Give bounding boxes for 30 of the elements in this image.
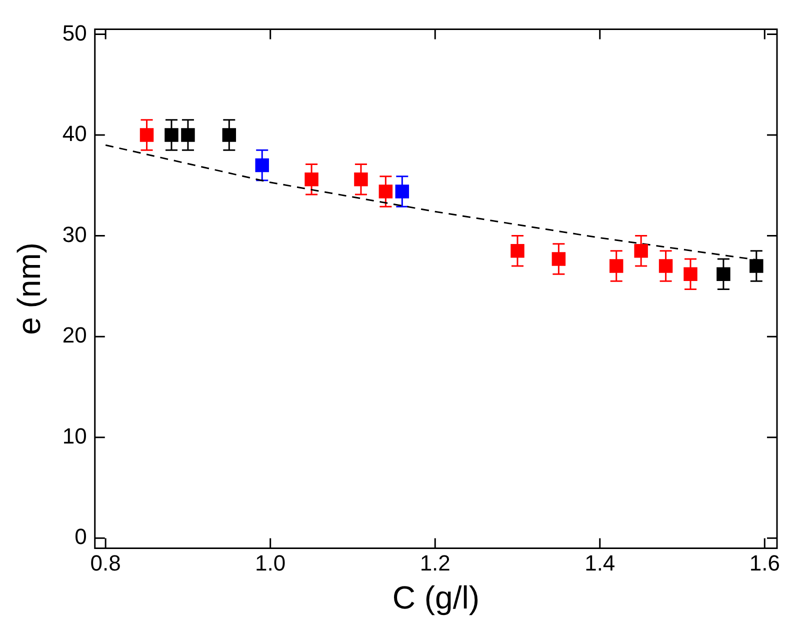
point — [750, 259, 764, 273]
y-tick-label: 40 — [62, 121, 87, 146]
point — [510, 244, 524, 258]
x-tick-label: 1.4 — [584, 550, 616, 576]
y-tick-label: 0 — [74, 524, 87, 550]
x-axis-title: C (g/l) — [392, 580, 480, 616]
y-axis-title: e (nm) — [11, 242, 48, 335]
y-tick-label: 50 — [62, 20, 87, 46]
point — [304, 172, 318, 186]
point — [552, 252, 566, 266]
point — [716, 267, 730, 281]
point — [378, 184, 393, 198]
y-tick-label: 30 — [62, 222, 87, 247]
point — [164, 128, 178, 142]
point — [181, 128, 195, 142]
point — [395, 184, 410, 198]
point — [658, 259, 673, 273]
x-tick-label: 1.0 — [255, 550, 286, 576]
point — [609, 259, 624, 273]
point — [634, 244, 648, 258]
point — [222, 128, 236, 142]
x-tick-label: 1.6 — [749, 550, 780, 576]
x-tick-label: 0.8 — [90, 550, 121, 576]
point — [255, 158, 269, 172]
y-tick-label: 20 — [62, 322, 87, 348]
point — [140, 128, 154, 142]
point — [684, 267, 698, 281]
x-tick-label: 1.2 — [420, 550, 450, 576]
y-tick-label: 10 — [62, 423, 87, 448]
point — [354, 172, 368, 186]
